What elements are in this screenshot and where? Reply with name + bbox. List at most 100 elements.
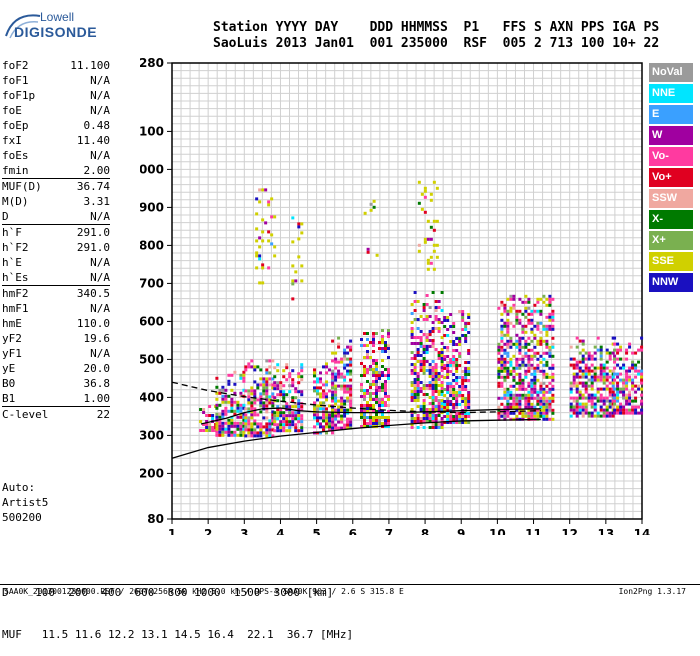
header-label-9: PPS bbox=[580, 20, 613, 35]
echo-pixel bbox=[416, 360, 420, 363]
echo-pixel bbox=[515, 342, 519, 346]
echo-pixel bbox=[497, 414, 501, 418]
echo-pixel bbox=[578, 366, 582, 370]
echo-pixel bbox=[625, 399, 629, 403]
echo-pixel bbox=[434, 375, 438, 378]
echo-pixel bbox=[509, 294, 513, 298]
echo-pixel bbox=[410, 390, 414, 393]
echo-pixel bbox=[422, 384, 426, 387]
echo-pixel bbox=[464, 379, 468, 382]
echo-pixel bbox=[619, 405, 623, 409]
echo-pixel bbox=[328, 425, 331, 429]
echo-pixel bbox=[440, 336, 444, 339]
echo-pixel bbox=[369, 404, 372, 407]
echo-pixel bbox=[455, 418, 459, 421]
echo-pixel bbox=[599, 357, 603, 361]
echo-pixel bbox=[202, 423, 206, 426]
echo-pixel bbox=[593, 396, 597, 400]
echo-pixel bbox=[334, 399, 338, 403]
echo-pixel bbox=[334, 372, 338, 376]
echo-pixel bbox=[419, 336, 423, 339]
param-name: yF2 bbox=[2, 332, 22, 345]
echo-pixel-sparse bbox=[264, 188, 268, 192]
echo-pixel bbox=[297, 381, 301, 385]
echo-pixel bbox=[584, 369, 588, 373]
echo-pixel bbox=[533, 333, 537, 337]
echo-pixel bbox=[378, 389, 381, 392]
echo-pixel bbox=[202, 411, 206, 414]
echo-pixel bbox=[640, 399, 644, 403]
echo-pixel bbox=[628, 366, 632, 370]
echo-pixel bbox=[387, 371, 390, 374]
echo-pixel bbox=[545, 345, 549, 349]
header-label-7: S bbox=[533, 20, 550, 35]
param-row: hmF1 N/A bbox=[2, 301, 110, 316]
echo-pixel bbox=[366, 332, 369, 335]
echo-pixel bbox=[247, 407, 251, 411]
echo-pixel bbox=[464, 322, 468, 325]
echo-pixel bbox=[584, 381, 588, 385]
echo-pixel bbox=[233, 409, 237, 413]
echo-pixel bbox=[239, 391, 243, 395]
echo-pixel bbox=[631, 360, 635, 364]
echo-pixel bbox=[291, 399, 295, 403]
echo-pixel bbox=[449, 385, 453, 388]
echo-pixel-sparse bbox=[261, 218, 265, 222]
echo-pixel bbox=[422, 417, 426, 420]
echo-pixel bbox=[250, 389, 254, 393]
echo-pixel bbox=[422, 348, 426, 351]
echo-pixel bbox=[340, 396, 344, 400]
param-value: 36.8 bbox=[83, 377, 111, 390]
echo-pixel bbox=[331, 420, 335, 424]
echo-pixel bbox=[572, 366, 576, 370]
echo-pixel bbox=[428, 426, 432, 429]
echo-pixel bbox=[239, 424, 243, 428]
echo-pixel bbox=[599, 372, 603, 376]
echo-pixel bbox=[215, 433, 219, 437]
echo-pixel bbox=[419, 390, 423, 393]
echo-pixel bbox=[464, 337, 468, 340]
echo-pixel bbox=[497, 348, 501, 352]
echo-pixel bbox=[440, 408, 444, 411]
echo-pixel bbox=[593, 405, 597, 409]
param-name: C-level bbox=[2, 408, 49, 421]
echo-pixel bbox=[285, 363, 289, 367]
echo-pixel bbox=[343, 423, 347, 427]
echo-pixel bbox=[313, 413, 316, 417]
echo-pixel bbox=[387, 398, 390, 401]
echo-pixel bbox=[276, 393, 280, 397]
echo-pixel bbox=[455, 397, 459, 400]
echo-pixel bbox=[316, 389, 319, 393]
echo-pixel bbox=[233, 433, 237, 437]
echo-pixel bbox=[250, 410, 254, 414]
echo-pixel bbox=[616, 405, 620, 409]
echo-pixel bbox=[434, 420, 438, 423]
echo-pixel bbox=[440, 351, 444, 354]
echo-pixel bbox=[273, 387, 277, 391]
echo-pixel bbox=[227, 409, 231, 413]
echo-pixel bbox=[384, 404, 387, 407]
echo-pixel bbox=[518, 366, 522, 370]
echo-pixel bbox=[282, 375, 286, 379]
echo-pixel bbox=[337, 345, 341, 349]
echo-pixel bbox=[527, 354, 531, 358]
echo-pixel bbox=[446, 319, 450, 322]
echo-pixel bbox=[202, 429, 206, 432]
echo-pixel bbox=[276, 426, 280, 430]
echo-pixel bbox=[265, 368, 269, 372]
echo-pixel bbox=[443, 367, 447, 370]
muf-distance-unit: [km] bbox=[306, 586, 334, 599]
echo-pixel bbox=[369, 422, 372, 425]
echo-pixel bbox=[611, 369, 615, 373]
echo-pixel bbox=[250, 428, 254, 432]
echo-pixel bbox=[294, 417, 298, 421]
echo-pixel bbox=[437, 378, 441, 381]
echo-pixel bbox=[233, 412, 237, 416]
echo-pixel bbox=[343, 378, 347, 382]
echo-pixel bbox=[331, 381, 335, 385]
param-row: h`F2 291.0 bbox=[2, 240, 110, 255]
echo-pixel bbox=[608, 399, 612, 403]
echo-pixel bbox=[455, 421, 459, 424]
echo-pixel bbox=[325, 371, 328, 375]
echo-pixel bbox=[608, 390, 612, 394]
